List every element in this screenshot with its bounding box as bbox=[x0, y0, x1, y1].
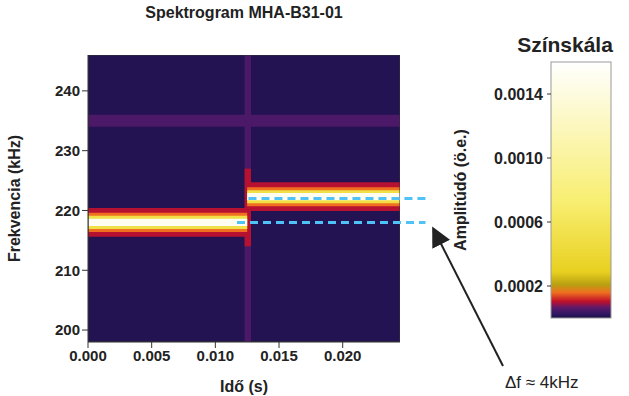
svg-text:0.0014: 0.0014 bbox=[494, 86, 543, 103]
svg-text:210: 210 bbox=[55, 262, 80, 279]
svg-text:0.0002: 0.0002 bbox=[494, 278, 543, 295]
svg-text:0.0010: 0.0010 bbox=[494, 150, 543, 167]
svg-text:200: 200 bbox=[55, 321, 80, 338]
svg-text:Δf ≈ 4kHz: Δf ≈ 4kHz bbox=[505, 373, 579, 392]
svg-text:0.020: 0.020 bbox=[324, 347, 362, 364]
svg-text:0.010: 0.010 bbox=[197, 347, 235, 364]
svg-text:Színskála: Színskála bbox=[517, 33, 613, 56]
svg-text:0.0006: 0.0006 bbox=[494, 214, 543, 231]
svg-text:Idő (s): Idő (s) bbox=[220, 378, 268, 395]
svg-text:240: 240 bbox=[55, 82, 80, 99]
html-text:Spektrogram MHA-B31-01: Spektrogram MHA-B31-01 bbox=[145, 4, 343, 21]
svg-text:0.005: 0.005 bbox=[133, 347, 171, 364]
svg-text:230: 230 bbox=[55, 142, 80, 159]
svg-text:Amplitúdó (ö.e.): Amplitúdó (ö.e.) bbox=[452, 129, 469, 251]
svg-text:220: 220 bbox=[55, 202, 80, 219]
svg-text:0.015: 0.015 bbox=[260, 347, 298, 364]
svg-text:Frekvencia (kHz): Frekvencia (kHz) bbox=[6, 135, 23, 262]
svg-text:0.000: 0.000 bbox=[69, 347, 107, 364]
